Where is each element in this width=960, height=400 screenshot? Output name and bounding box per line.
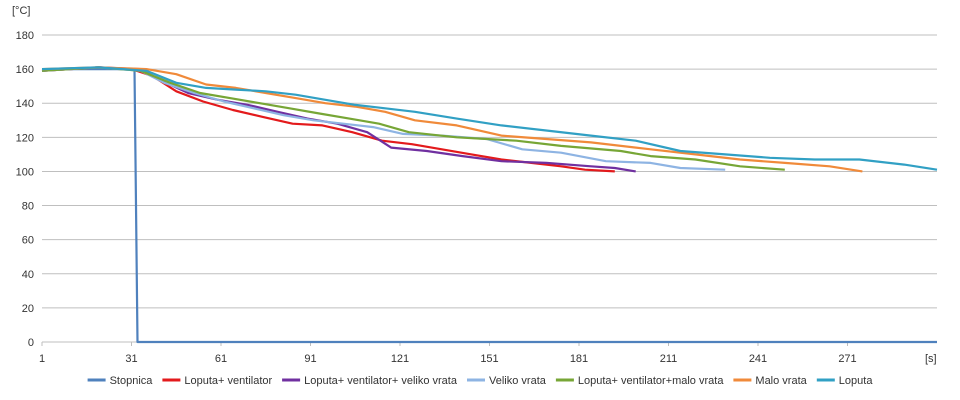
series-line bbox=[41, 66, 615, 173]
y-tick-label: 180 bbox=[16, 30, 34, 42]
y-tick-label: 160 bbox=[16, 64, 34, 76]
series-line bbox=[41, 66, 785, 171]
legend-label: Loputa+ ventilator+ veliko vrata bbox=[304, 375, 458, 387]
x-tick-label: 121 bbox=[391, 353, 409, 365]
series-line bbox=[41, 66, 726, 171]
legend-item[interactable]: Loputa+ ventilator bbox=[162, 375, 272, 387]
x-tick-label: 91 bbox=[304, 353, 316, 365]
x-tick-label: 211 bbox=[660, 353, 678, 365]
y-tick-label: 40 bbox=[22, 269, 34, 281]
legend-item[interactable]: Loputa+ ventilator+ veliko vrata bbox=[282, 375, 458, 387]
legend-label: Loputa bbox=[839, 375, 874, 387]
y-tick-label: 0 bbox=[28, 337, 34, 349]
series-line bbox=[41, 66, 938, 171]
series-line bbox=[41, 66, 863, 173]
legend-item[interactable]: Malo vrata bbox=[733, 375, 808, 387]
x-tick-label: 31 bbox=[125, 353, 137, 365]
y-tick-label: 20 bbox=[22, 303, 34, 315]
legend-label: Veliko vrata bbox=[489, 375, 547, 387]
series-line bbox=[41, 66, 636, 173]
y-tick-label: 60 bbox=[22, 235, 34, 247]
y-tick-label: 120 bbox=[16, 132, 34, 144]
legend-label: Loputa+ ventilator+malo vrata bbox=[578, 375, 724, 387]
legend[interactable]: Stopnica Loputa+ ventilator Loputa+ ventil… bbox=[87, 375, 874, 387]
legend-label: Loputa+ ventilator bbox=[184, 375, 272, 387]
x-tick-label: 271 bbox=[838, 353, 856, 365]
y-tick-label: 100 bbox=[16, 166, 34, 178]
axes: 0 20 40 60 80 100 120 140 160 180 1 31 61 91 121 151 181… bbox=[16, 30, 937, 365]
y-tick-label: 140 bbox=[16, 98, 34, 110]
legend-label: Stopnica bbox=[110, 375, 154, 387]
legend-item[interactable]: Veliko vrata bbox=[467, 375, 547, 387]
x-axis-unit-label: [s] bbox=[925, 353, 937, 365]
x-tick-label: 151 bbox=[480, 353, 498, 365]
legend-label: Malo vrata bbox=[755, 375, 807, 387]
x-tick-label: 1 bbox=[39, 353, 45, 365]
grid bbox=[42, 34, 937, 309]
x-tick-label: 61 bbox=[215, 353, 227, 365]
y-tick-label: 80 bbox=[22, 201, 34, 213]
legend-item[interactable]: Loputa+ ventilator+malo vrata bbox=[555, 375, 724, 387]
legend-item[interactable]: Stopnica bbox=[87, 375, 154, 387]
legend-item[interactable]: Loputa bbox=[816, 375, 874, 387]
series-lines bbox=[41, 66, 938, 344]
x-tick-label: 241 bbox=[749, 353, 767, 365]
x-tick-label: 181 bbox=[570, 353, 588, 365]
y-axis-unit-label: [°C] bbox=[12, 5, 30, 17]
